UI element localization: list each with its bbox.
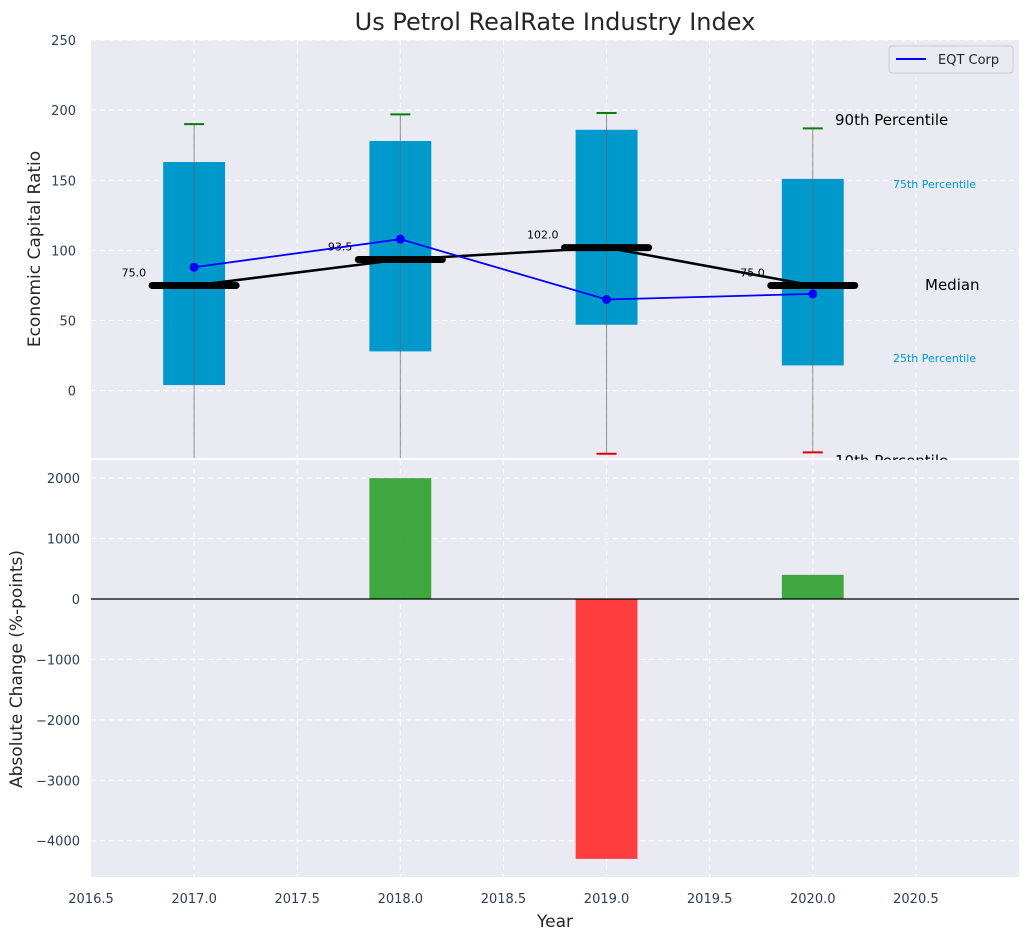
y-tick-label-bottom: −1000 <box>36 653 80 668</box>
y-axis-label-bottom: Absolute Change (%-points) <box>7 550 27 788</box>
bar-plot-y-ticks: −4000 −3000 −2000 −1000 0 1000 2000 <box>36 472 80 850</box>
eqt-point-2018 <box>395 234 405 244</box>
bar-panel: −4000 −3000 −2000 −1000 0 1000 2000 2016.5 2017… <box>7 460 1019 932</box>
x-tick-label: 2016.5 <box>68 892 114 907</box>
y-tick-label-bottom: 0 <box>72 593 80 608</box>
annotation-median: Median <box>925 276 980 294</box>
annotation-75th: 75th Percentile <box>893 178 976 191</box>
x-tick-label: 2020.0 <box>790 892 836 907</box>
boxes-layer <box>163 111 844 458</box>
x-axis-label: Year <box>536 912 573 932</box>
box-plot-area <box>91 40 1019 458</box>
bar-plot-area <box>91 460 1019 877</box>
eqt-series-layer <box>189 234 818 304</box>
y-tick-label-top: 250 <box>51 34 76 49</box>
median-value-label: 102.0 <box>527 229 559 242</box>
x-tick-label: 2020.5 <box>893 892 939 907</box>
x-tick-label: 2017.0 <box>171 892 217 907</box>
y-tick-label-bottom: 2000 <box>47 472 80 487</box>
median-connector-line <box>193 246 814 287</box>
change-bar-2018 <box>369 478 432 599</box>
x-tick-label: 2019.5 <box>687 892 733 907</box>
eqt-point-2019 <box>602 294 612 304</box>
x-tick-label: 2017.5 <box>274 892 320 907</box>
box-plot-y-ticks: 0 50 100 150 200 250 <box>51 34 76 400</box>
legend-label-eqt: EQT Corp <box>938 53 999 68</box>
y-tick-label-top: 50 <box>59 315 76 330</box>
y-tick-label-top: 100 <box>51 244 76 259</box>
y-tick-label-bottom: −3000 <box>36 774 80 789</box>
median-value-label: 75.0 <box>740 266 765 279</box>
y-tick-label-bottom: −4000 <box>36 835 80 850</box>
change-bar-2019 <box>575 599 638 859</box>
y-tick-label-top: 0 <box>68 385 76 400</box>
x-tick-label: 2018.0 <box>378 892 424 907</box>
chart-title: Us Petrol RealRate Industry Index <box>355 8 756 36</box>
legend-box <box>888 45 1014 74</box>
eqt-point-2017 <box>189 262 199 272</box>
y-tick-label-bottom: −2000 <box>36 714 80 729</box>
y-tick-label-bottom: 1000 <box>47 533 80 548</box>
change-bar-2020 <box>781 574 844 599</box>
legend: EQT Corp <box>888 45 1014 74</box>
eqt-series-line <box>193 238 813 301</box>
median-value-label: 75.0 <box>122 266 147 279</box>
eqt-point-2020 <box>808 289 818 299</box>
y-tick-label-top: 150 <box>51 174 76 189</box>
x-tick-label: 2018.5 <box>481 892 527 907</box>
annotation-25th: 25th Percentile <box>893 352 976 365</box>
x-tick-label: 2019.0 <box>584 892 630 907</box>
bars-layer <box>91 478 1019 859</box>
annotation-90th: 90th Percentile <box>835 111 948 129</box>
bar-plot-x-ticks: 2016.5 2017.0 2017.5 2018.0 2018.5 2019.0 2019… <box>68 892 938 907</box>
y-axis-label-top: Economic Capital Ratio <box>25 151 45 347</box>
y-tick-label-top: 200 <box>51 104 76 119</box>
